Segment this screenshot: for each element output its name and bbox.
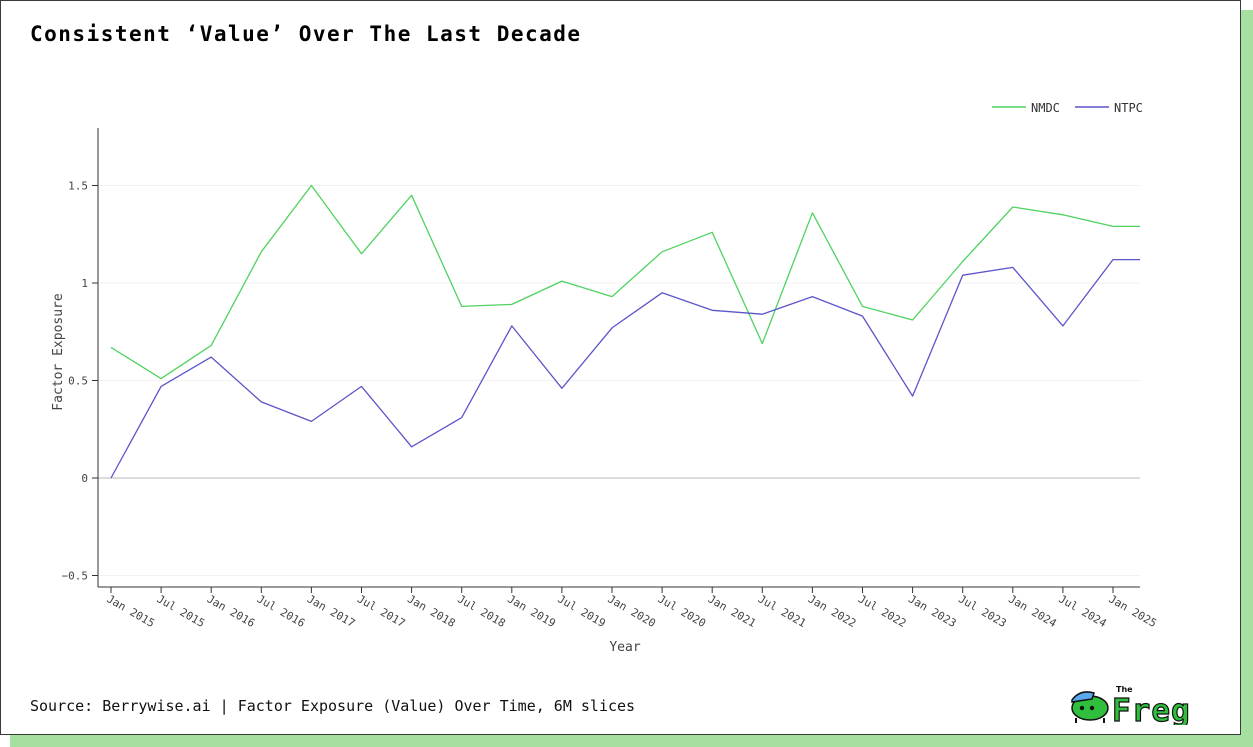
y-tick-label: 1 — [81, 277, 88, 290]
x-tick-label: Jan 2025 — [1107, 592, 1159, 630]
x-tick-label: Jul 2024 — [1056, 592, 1109, 630]
x-tick-label: Jan 2022 — [806, 592, 858, 630]
x-tick-label: Jan 2018 — [405, 592, 457, 630]
x-tick-label: Jul 2023 — [956, 592, 1008, 630]
legend: NMDC NTPC — [992, 101, 1143, 115]
y-tick-label: 0 — [81, 472, 88, 485]
x-tick-label: Jan 2023 — [906, 592, 958, 630]
x-tick-label: Jul 2020 — [656, 592, 708, 630]
chart-card — [0, 0, 1241, 735]
x-tick-label: Jan 2024 — [1006, 592, 1059, 630]
x-tick-label: Jul 2016 — [255, 592, 307, 630]
series-line-ntpc — [110, 258, 1140, 479]
x-tick-label: Jan 2015 — [105, 592, 157, 630]
freg-logo: The Freg — [1071, 685, 1191, 725]
x-tick-label: Jan 2021 — [706, 592, 758, 630]
x-tick-label: Jul 2021 — [756, 592, 808, 630]
x-tick-label: Jul 2019 — [555, 592, 607, 630]
x-tick-label: Jul 2022 — [856, 592, 908, 630]
x-tick-label: Jan 2017 — [305, 592, 357, 630]
x-tick-label: Jul 2015 — [155, 592, 207, 630]
frog-mascot-icon — [1071, 691, 1109, 723]
x-tick-label: Jul 2018 — [455, 592, 507, 630]
logo-small-text: The — [1116, 685, 1133, 694]
y-axis-label: Factor Exposure — [51, 293, 66, 411]
x-tick-label: Jan 2020 — [606, 592, 658, 630]
logo-big-text: Freg — [1112, 693, 1191, 725]
series-line-nmdc — [110, 184, 1140, 380]
y-ticks: −0.5 0 0.5 1 1.5 — [62, 180, 98, 583]
x-tick-label: Jul 2017 — [355, 592, 407, 630]
x-axis-label: Year — [609, 640, 640, 655]
y-tick-label: −0.5 — [62, 570, 89, 583]
grid-lines — [98, 185, 1140, 576]
y-tick-label: 1.5 — [68, 180, 88, 193]
x-tick-label: Jan 2016 — [205, 592, 257, 630]
series-lines — [110, 184, 1140, 479]
legend-label-ntpc: NTPC — [1114, 101, 1143, 115]
source-caption: Source: Berrywise.ai | Factor Exposure (… — [30, 697, 636, 715]
legend-label-nmdc: NMDC — [1031, 101, 1060, 115]
x-tick-label: Jan 2019 — [505, 592, 557, 630]
chart-title: Consistent ‘Value’ Over The Last Decade — [30, 22, 582, 46]
axes — [97, 128, 1140, 588]
y-tick-label: 0.5 — [68, 375, 88, 388]
